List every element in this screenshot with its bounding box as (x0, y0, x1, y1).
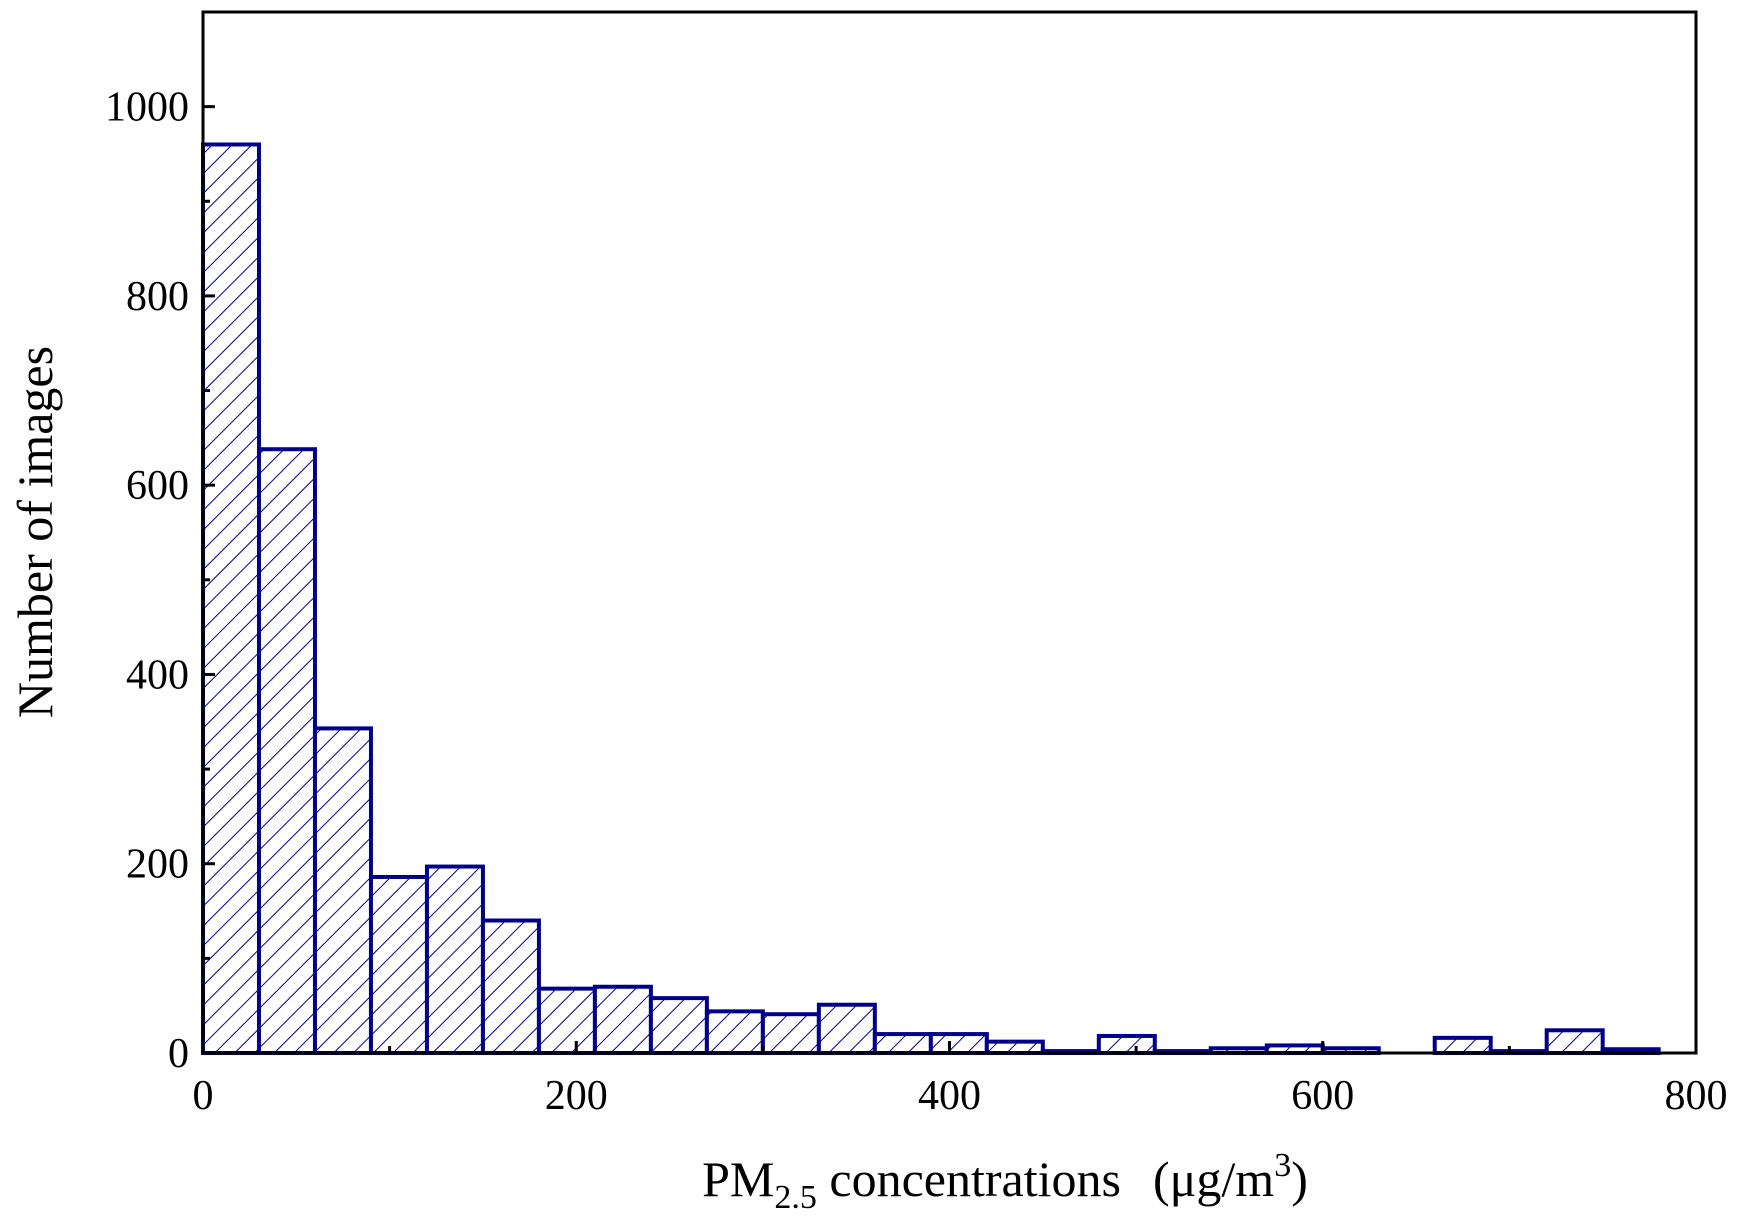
histogram-bar-13 (928, 1032, 989, 1056)
x-axis-title: PM2.5 concentrations (μg/m3) (702, 1147, 1308, 1216)
x-axis-title-main: PM (702, 1151, 774, 1207)
histogram-bar-22 (1432, 1035, 1493, 1055)
y-tick-label-0: 0 (168, 1031, 189, 1077)
histogram-bar-5 (480, 918, 541, 1055)
x-tick-label-0: 0 (193, 1073, 214, 1119)
histogram-bar-10 (760, 1012, 821, 1056)
x-axis-title-subscript: 2.5 (774, 1179, 817, 1216)
x-axis-title-unit-sup: 3 (1274, 1147, 1291, 1184)
y-axis-ticks: 0 200 400 600 800 1000 (105, 85, 215, 1077)
histogram-bar-1 (256, 447, 317, 1056)
histogram-bar-11 (816, 1002, 877, 1056)
x-axis-title-unit-close: ) (1291, 1151, 1308, 1207)
histogram-bars (201, 142, 1661, 1056)
histogram-bar-9 (704, 1009, 765, 1055)
x-tick-label-4: 800 (1665, 1073, 1728, 1119)
histogram-bar-16 (1096, 1033, 1157, 1055)
histogram-bar-4 (424, 864, 485, 1055)
histogram-bar-7 (592, 984, 653, 1055)
histogram-bar-12 (872, 1032, 933, 1056)
histogram-bar-2 (312, 726, 373, 1055)
x-tick-label-2: 400 (918, 1073, 981, 1119)
y-tick-label-2: 400 (126, 652, 189, 698)
x-axis-ticks: 0 200 400 600 800 (193, 1041, 1728, 1119)
x-axis-title-rest: concentrations (817, 1151, 1121, 1207)
y-tick-label-5: 1000 (105, 85, 189, 131)
x-tick-label-3: 600 (1291, 1073, 1354, 1119)
histogram-bar-0 (201, 142, 261, 1055)
histogram-bar-24 (1544, 1028, 1605, 1055)
y-tick-label-4: 800 (126, 274, 189, 320)
y-tick-label-1: 200 (126, 842, 189, 888)
y-tick-label-3: 600 (126, 463, 189, 509)
histogram-bar-14 (984, 1039, 1045, 1056)
histogram-bar-8 (648, 996, 709, 1055)
histogram-bar-6 (536, 986, 597, 1056)
y-axis-title: Number of images (7, 346, 63, 718)
histogram-bar-3 (368, 874, 429, 1056)
x-axis-title-unit-open: (μg/m (1153, 1151, 1274, 1207)
x-tick-label-1: 200 (545, 1073, 608, 1119)
